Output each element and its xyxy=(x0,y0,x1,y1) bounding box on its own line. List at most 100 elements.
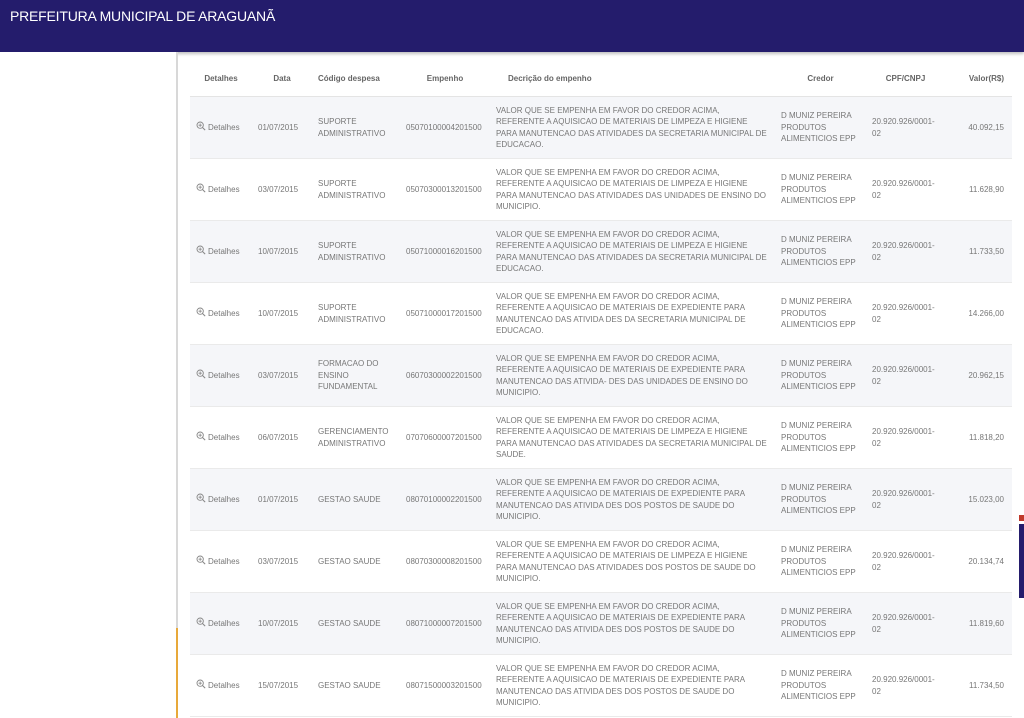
data-cell: 01/07/2015 xyxy=(252,96,312,159)
empenho-cell: 08070100002201500 xyxy=(400,468,490,531)
codigo-despesa-cell: GESTAO SAUDE xyxy=(312,468,400,531)
detalhes-label: Detalhes xyxy=(208,370,240,380)
detalhes-link[interactable]: Detalhes xyxy=(196,431,246,445)
empenho-cell: 05071000017201500 xyxy=(400,282,490,345)
table-row: Detalhes 10/07/2015 SUPORTE ADMINISTRATIVO… xyxy=(190,282,1012,345)
valor-cell: 11.734,50 xyxy=(945,654,1012,717)
codigo-despesa-cell: FORMACAO DO ENSINO FUNDAMENTAL xyxy=(312,344,400,407)
data-cell: 10/07/2015 xyxy=(252,220,312,283)
edge-blue-strip xyxy=(1019,524,1024,598)
descricao-cell: VALOR QUE SE EMPENHA EM FAVOR DO CREDOR … xyxy=(490,282,775,345)
empenho-cell: 06070300002201500 xyxy=(400,344,490,407)
column-header-detalhes[interactable]: Detalhes xyxy=(190,60,252,97)
cpf-cnpj-cell: 20.920.926/0001-02 xyxy=(866,282,945,345)
credor-cell: D MUNIZ PEREIRA PRODUTOS ALIMENTICIOS EP… xyxy=(775,344,866,407)
data-cell: 03/07/2015 xyxy=(252,158,312,221)
detalhes-cell: Detalhes xyxy=(190,158,252,221)
detalhes-cell: Detalhes xyxy=(190,344,252,407)
cpf-cnpj-cell: 20.920.926/0001-02 xyxy=(866,406,945,469)
zoom-in-icon xyxy=(196,679,206,693)
table-row: Detalhes 06/07/2015 GERENCIAMENTO ADMINIST… xyxy=(190,406,1012,469)
empenho-cell: 08070300008201500 xyxy=(400,530,490,593)
table-header-row: Detalhes Data Código despesa Empenho Dec… xyxy=(190,60,1012,97)
detalhes-label: Detalhes xyxy=(208,432,240,442)
detalhes-cell: Detalhes xyxy=(190,96,252,159)
credor-cell: D MUNIZ PEREIRA PRODUTOS ALIMENTICIOS EP… xyxy=(775,654,866,717)
descricao-cell: VALOR QUE SE EMPENHA EM FAVOR DO CREDOR … xyxy=(490,344,775,407)
codigo-despesa-cell: GERENCIAMENTO ADMINISTRATIVO xyxy=(312,406,400,469)
valor-cell: 15.023,00 xyxy=(945,468,1012,531)
data-cell: 03/07/2015 xyxy=(252,344,312,407)
table-row: Detalhes 10/07/2015 SUPORTE ADMINISTRATIVO… xyxy=(190,220,1012,283)
detalhes-cell: Detalhes xyxy=(190,592,252,655)
descricao-cell: VALOR QUE SE EMPENHA EM FAVOR DO CREDOR … xyxy=(490,654,775,717)
zoom-in-icon xyxy=(196,245,206,259)
detalhes-link[interactable]: Detalhes xyxy=(196,369,246,383)
cpf-cnpj-cell: 20.920.926/0001-02 xyxy=(866,654,945,717)
codigo-despesa-cell: SUPORTE ADMINISTRATIVO xyxy=(312,220,400,283)
valor-cell: 11.819,60 xyxy=(945,592,1012,655)
cpf-cnpj-cell: 20.920.926/0001-02 xyxy=(866,96,945,159)
zoom-in-icon xyxy=(196,493,206,507)
empenho-cell: 08071500003201500 xyxy=(400,654,490,717)
column-header-valor[interactable]: Valor(R$) xyxy=(945,60,1012,97)
sidebar xyxy=(0,52,178,718)
column-header-cpf-cnpj[interactable]: CPF/CNPJ xyxy=(866,60,945,97)
cpf-cnpj-cell: 20.920.926/0001-02 xyxy=(866,592,945,655)
zoom-in-icon xyxy=(196,183,206,197)
zoom-in-icon xyxy=(196,121,206,135)
zoom-in-icon xyxy=(196,555,206,569)
detalhes-link[interactable]: Detalhes xyxy=(196,493,246,507)
descricao-cell: VALOR QUE SE EMPENHA EM FAVOR DO CREDOR … xyxy=(490,530,775,593)
data-cell: 06/07/2015 xyxy=(252,406,312,469)
empenho-cell: 05070100004201500 xyxy=(400,96,490,159)
detalhes-link[interactable]: Detalhes xyxy=(196,617,246,631)
column-header-data[interactable]: Data xyxy=(252,60,312,97)
table-row: Detalhes 15/07/2015 GESTAO SAUDE 0807150000… xyxy=(190,654,1012,717)
credor-cell: D MUNIZ PEREIRA PRODUTOS ALIMENTICIOS EP… xyxy=(775,406,866,469)
credor-cell: D MUNIZ PEREIRA PRODUTOS ALIMENTICIOS EP… xyxy=(775,468,866,531)
credor-cell: D MUNIZ PEREIRA PRODUTOS ALIMENTICIOS EP… xyxy=(775,220,866,283)
table-row: Detalhes 03/07/2015 FORMACAO DO ENSINO FUN… xyxy=(190,344,1012,407)
valor-cell: 40.092,15 xyxy=(945,96,1012,159)
column-header-credor[interactable]: Credor xyxy=(775,60,866,97)
empenho-cell: 08071000007201500 xyxy=(400,592,490,655)
detalhes-link[interactable]: Detalhes xyxy=(196,307,246,321)
zoom-in-icon xyxy=(196,307,206,321)
detalhes-label: Detalhes xyxy=(208,246,240,256)
credor-cell: D MUNIZ PEREIRA PRODUTOS ALIMENTICIOS EP… xyxy=(775,158,866,221)
table-row: Detalhes 01/07/2015 GESTAO SAUDE 0807010000… xyxy=(190,468,1012,531)
column-header-descricao[interactable]: Decrição do empenho xyxy=(490,60,775,97)
data-cell: 10/07/2015 xyxy=(252,592,312,655)
descricao-cell: VALOR QUE SE EMPENHA EM FAVOR DO CREDOR … xyxy=(490,592,775,655)
data-cell: 01/07/2015 xyxy=(252,468,312,531)
detalhes-link[interactable]: Detalhes xyxy=(196,679,246,693)
edge-red-strip xyxy=(1019,515,1024,521)
empenho-cell: 07070600007201500 xyxy=(400,406,490,469)
column-header-empenho[interactable]: Empenho xyxy=(400,60,490,97)
sidebar-accent xyxy=(176,628,178,718)
column-header-codigo-despesa[interactable]: Código despesa xyxy=(312,60,400,97)
descricao-cell: VALOR QUE SE EMPENHA EM FAVOR DO CREDOR … xyxy=(490,468,775,531)
detalhes-label: Detalhes xyxy=(208,618,240,628)
detalhes-cell: Detalhes xyxy=(190,530,252,593)
cpf-cnpj-cell: 20.920.926/0001-02 xyxy=(866,220,945,283)
credor-cell: D MUNIZ PEREIRA PRODUTOS ALIMENTICIOS EP… xyxy=(775,282,866,345)
codigo-despesa-cell: SUPORTE ADMINISTRATIVO xyxy=(312,282,400,345)
detalhes-label: Detalhes xyxy=(208,494,240,504)
detalhes-cell: Detalhes xyxy=(190,406,252,469)
detalhes-link[interactable]: Detalhes xyxy=(196,121,246,135)
codigo-despesa-cell: GESTAO SAUDE xyxy=(312,530,400,593)
data-cell: 15/07/2015 xyxy=(252,654,312,717)
detalhes-link[interactable]: Detalhes xyxy=(196,245,246,259)
detalhes-label: Detalhes xyxy=(208,556,240,566)
detalhes-link[interactable]: Detalhes xyxy=(196,183,246,197)
valor-cell: 11.818,20 xyxy=(945,406,1012,469)
empenho-cell: 05071000016201500 xyxy=(400,220,490,283)
descricao-cell: VALOR QUE SE EMPENHA EM FAVOR DO CREDOR … xyxy=(490,406,775,469)
detalhes-link[interactable]: Detalhes xyxy=(196,555,246,569)
cpf-cnpj-cell: 20.920.926/0001-02 xyxy=(866,158,945,221)
valor-cell: 20.962,15 xyxy=(945,344,1012,407)
descricao-cell: VALOR QUE SE EMPENHA EM FAVOR DO CREDOR … xyxy=(490,158,775,221)
codigo-despesa-cell: GESTAO SAUDE xyxy=(312,592,400,655)
